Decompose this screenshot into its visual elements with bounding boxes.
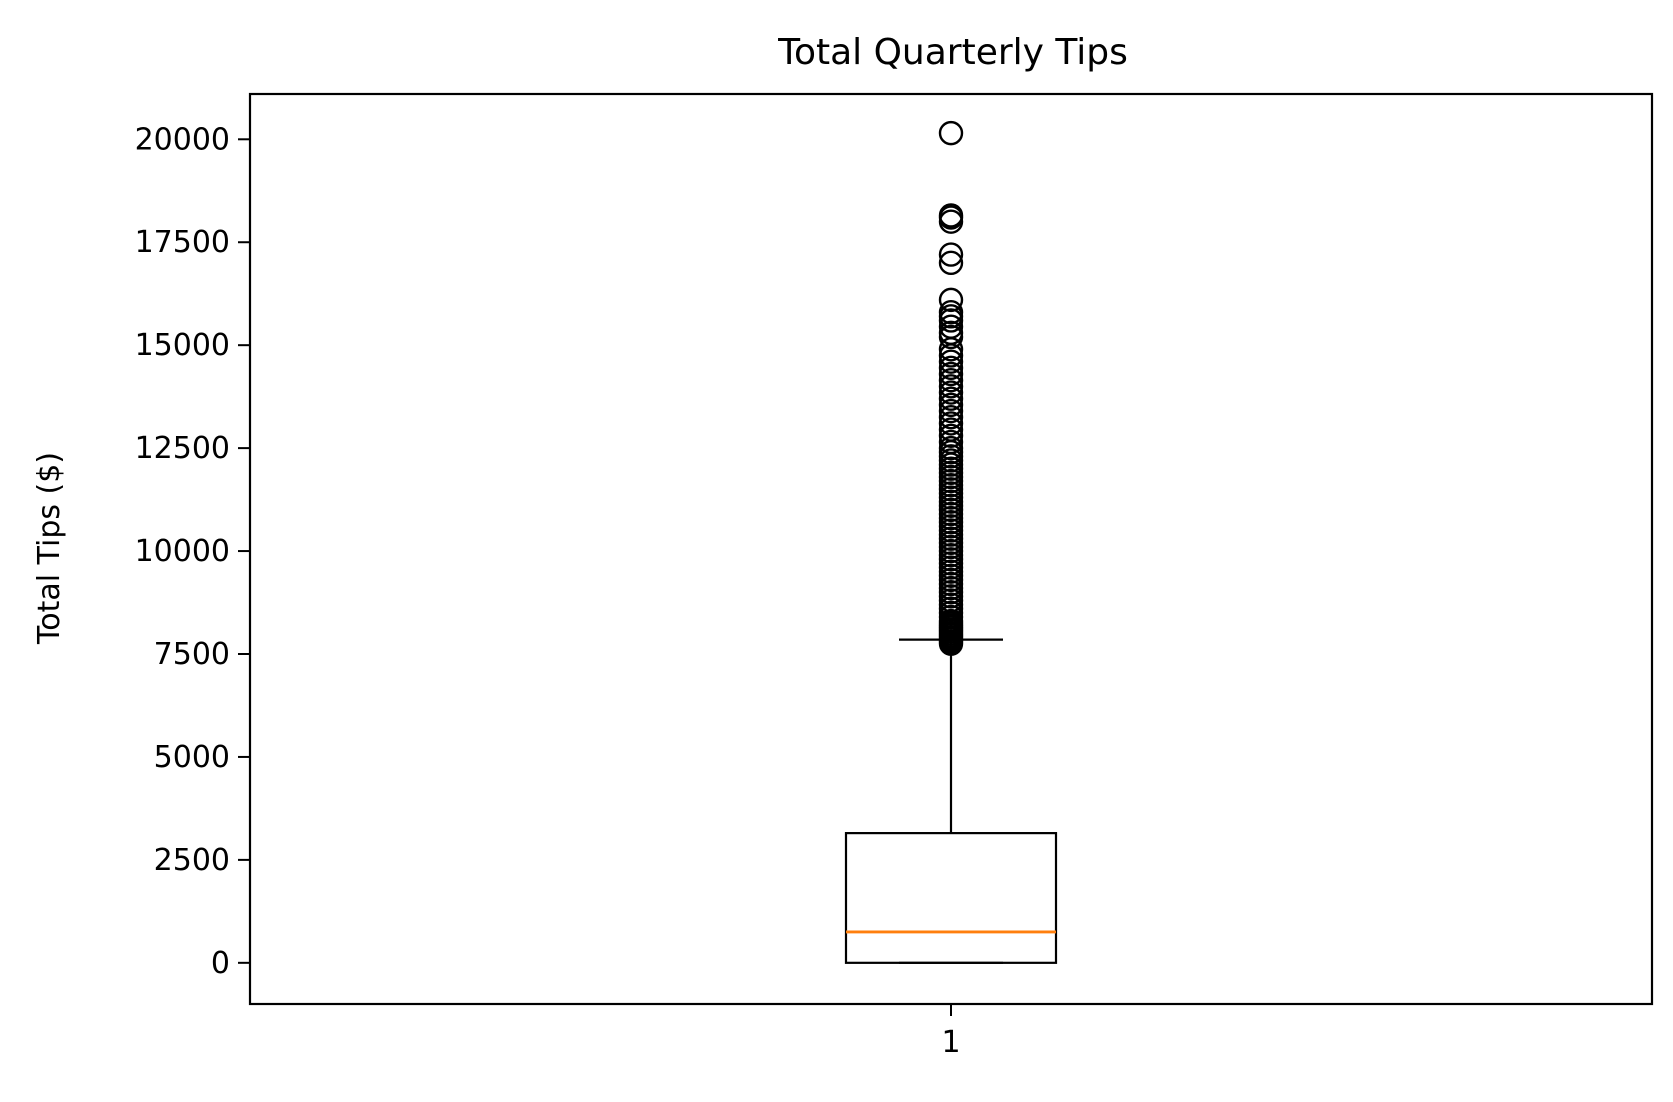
y-tick-label: 20000 [135,122,230,157]
outlier-point [938,380,964,405]
y-axis-title: Total Tips ($) [32,452,67,645]
plot-area: 0 2500 5000 7500 10000 12500 15000 17500 20000 1 [135,92,1654,1060]
outlier-point [938,355,964,381]
chart-title: Total Quarterly Tips [777,32,1128,73]
outlier-point [938,405,964,430]
outlier-point [938,435,964,461]
iqr-box [844,832,1058,964]
y-tick-label: 15000 [135,328,230,363]
y-tick-label: 5000 [154,740,230,775]
y-tick-label: 10000 [135,534,230,569]
outlier-point [938,250,964,276]
outlier-point [938,242,964,267]
outlier-point [938,320,964,346]
y-tick-label: 7500 [154,637,230,672]
outlier-point [938,411,964,436]
outlier-point [938,386,964,411]
outlier-point [938,392,964,418]
y-tick-label: 0 [211,946,230,981]
y-tick-label: 2500 [154,843,230,878]
y-tick-label: 17500 [135,225,230,260]
outlier-point [938,429,964,455]
outlier-point [938,367,964,393]
outlier-point [938,314,964,339]
outlier-point [938,361,964,387]
outlier-point [938,423,964,448]
outlier-point [938,398,964,424]
outlier-point [938,349,964,374]
x-tick-label: 1 [941,1025,960,1060]
outlier-point [938,300,964,325]
outlier-point [938,203,964,228]
outlier-point [938,374,964,399]
outlier-point [938,287,964,313]
outlier-point [938,417,964,442]
y-tick-label: 12500 [135,431,230,466]
outlier-point [938,120,964,146]
